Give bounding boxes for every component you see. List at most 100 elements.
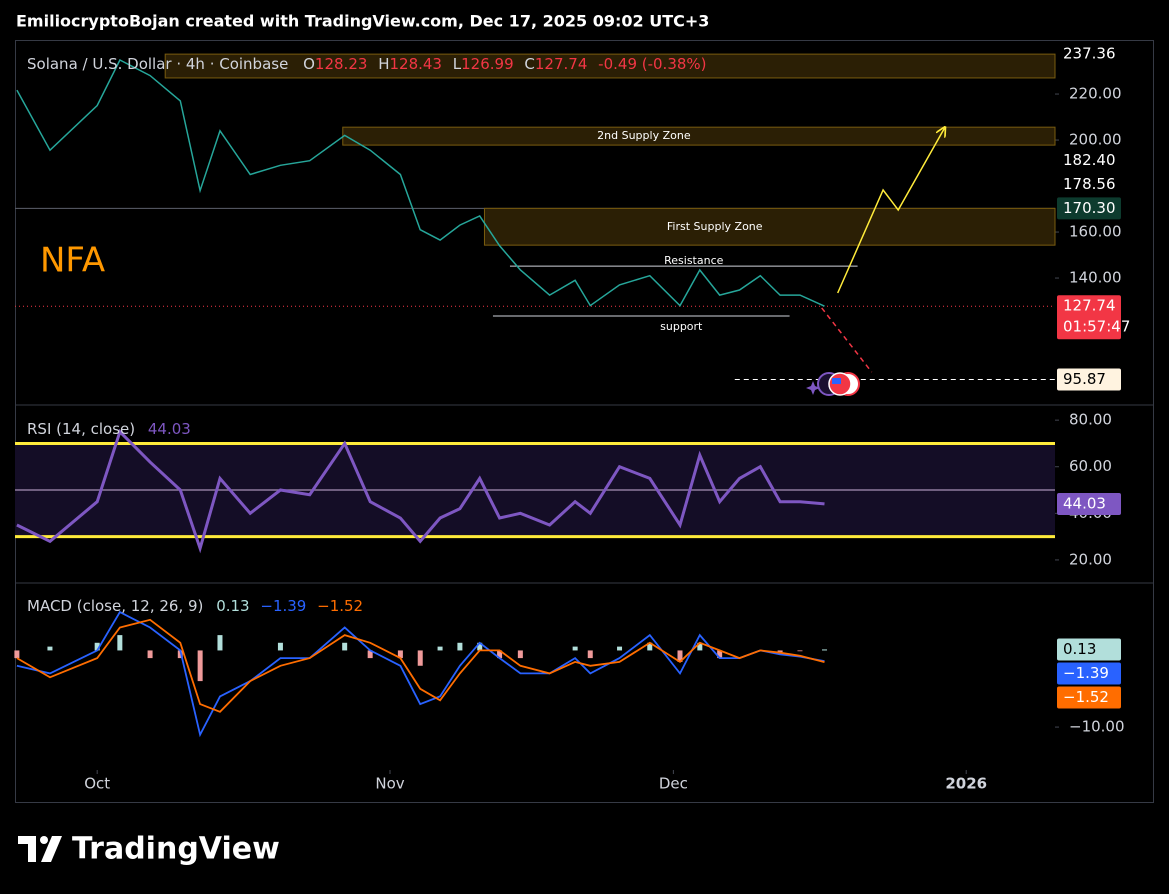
hist-bar bbox=[497, 650, 503, 659]
price-label-sub: 01:57:47 bbox=[1063, 318, 1130, 336]
hist-bar bbox=[217, 635, 223, 651]
macd-last-box bbox=[1057, 686, 1121, 709]
change: -0.49 (-0.38%) bbox=[598, 55, 706, 73]
header: EmiliocryptoBojan created with TradingVi… bbox=[16, 12, 709, 31]
price-label: 95.87 bbox=[1063, 370, 1106, 388]
hist-bar bbox=[477, 642, 483, 651]
hist-bar bbox=[587, 650, 593, 659]
y-tick-label: 80.00 bbox=[1069, 411, 1112, 429]
y-tick-label: 220.00 bbox=[1069, 85, 1122, 103]
annotation: NFA bbox=[40, 241, 105, 281]
hist-bar bbox=[437, 646, 443, 651]
y-tick-label: 20.00 bbox=[1069, 550, 1112, 568]
y-tick-label: 140.00 bbox=[1069, 269, 1122, 287]
event-icon bbox=[806, 372, 860, 396]
x-tick-label: Dec bbox=[659, 775, 688, 793]
y-tick-label: 60.00 bbox=[1069, 457, 1112, 475]
macd-line bbox=[16, 610, 825, 738]
hist-bar bbox=[572, 646, 578, 651]
hist-bar bbox=[647, 642, 653, 651]
price-label-box bbox=[1057, 368, 1121, 391]
hist-bar bbox=[617, 646, 623, 651]
y-tick-label: 160.00 bbox=[1069, 223, 1122, 241]
chart-frame bbox=[15, 40, 1154, 803]
hist-bar bbox=[822, 649, 828, 651]
rsi-value: 44.03 bbox=[148, 420, 191, 438]
macd-last: −1.52 bbox=[1063, 688, 1109, 706]
footer-brand: TradingView bbox=[72, 832, 280, 867]
legend-title: Solana / U.S. Dollar · 4h · Coinbase bbox=[27, 55, 288, 73]
macd-last-box bbox=[1057, 638, 1121, 661]
rsi-legend: RSI (14, close) 44.03 bbox=[27, 420, 191, 438]
y-tick-label: −10.00 bbox=[1069, 718, 1125, 736]
price-label: 127.74 bbox=[1063, 297, 1116, 315]
zone bbox=[164, 53, 1056, 79]
price-label-box bbox=[1057, 295, 1121, 340]
hist-bar bbox=[697, 642, 703, 651]
rsi-last-box bbox=[1057, 492, 1121, 515]
rsi-last: 44.03 bbox=[1063, 494, 1106, 512]
hist-bar bbox=[717, 650, 723, 659]
hist-bar bbox=[797, 650, 803, 652]
hist-bar bbox=[147, 650, 153, 659]
price-label-box bbox=[1057, 197, 1121, 220]
price-label-box bbox=[1057, 149, 1121, 172]
plot-layer: 140.00 160.00 200.00 220.00 2nd Supply Zone F… bbox=[14, 43, 1130, 793]
hist-bar bbox=[117, 635, 123, 651]
ohlc-value: 126.99 bbox=[461, 55, 514, 73]
zone bbox=[342, 126, 1056, 146]
price-line bbox=[16, 58, 825, 307]
hist-value: 0.13 bbox=[216, 597, 249, 615]
logo bbox=[18, 836, 62, 862]
zone-label: 2nd Supply Zone bbox=[597, 129, 691, 142]
legend-title: RSI (14, close) bbox=[27, 420, 135, 438]
macd-last-box bbox=[1057, 662, 1121, 685]
price-label-box bbox=[1057, 43, 1121, 66]
ohlc-key: O bbox=[303, 55, 315, 73]
hist-bar bbox=[94, 642, 100, 651]
ohlc-value: 128.23 bbox=[315, 55, 368, 73]
hist-bar bbox=[517, 650, 523, 659]
hist-bar bbox=[367, 650, 373, 659]
ohlc-key: C bbox=[524, 55, 534, 73]
price-legend: Solana / U.S. Dollar · 4h · Coinbase O12… bbox=[27, 55, 707, 73]
hist-bar bbox=[457, 642, 463, 651]
hist-bar bbox=[417, 650, 423, 666]
hist-bar bbox=[277, 642, 283, 651]
signal-value: −1.52 bbox=[317, 597, 363, 615]
x-tick-label: Nov bbox=[375, 775, 404, 793]
projection bbox=[821, 307, 873, 373]
macd-last: 0.13 bbox=[1063, 640, 1096, 658]
legend-title: MACD (close, 12, 26, 9) bbox=[27, 597, 203, 615]
hist-bar bbox=[47, 646, 53, 651]
zone-label: First Supply Zone bbox=[667, 220, 763, 233]
x-tick-label: Oct bbox=[84, 775, 110, 793]
price-label-box bbox=[1057, 173, 1121, 196]
macd-legend: MACD (close, 12, 26, 9) 0.13 −1.39 −1.52 bbox=[27, 597, 363, 615]
y-tick-label: 200.00 bbox=[1069, 131, 1122, 149]
projection bbox=[837, 128, 945, 294]
macd-last: −1.39 bbox=[1063, 664, 1109, 682]
hist-bar bbox=[397, 650, 403, 659]
price-label: 182.40 bbox=[1063, 151, 1116, 169]
price-label: 170.30 bbox=[1063, 199, 1116, 217]
ohlc-value: 127.74 bbox=[535, 55, 588, 73]
price-label: 237.36 bbox=[1063, 45, 1116, 63]
rsi-line bbox=[16, 429, 825, 554]
price-label: 178.56 bbox=[1063, 175, 1116, 193]
hist-bar bbox=[14, 650, 20, 659]
level-label: support bbox=[660, 320, 703, 333]
ohlc-key: L bbox=[453, 55, 462, 73]
hist-bar bbox=[677, 650, 683, 662]
macd-value: −1.39 bbox=[260, 597, 306, 615]
macd-line bbox=[16, 618, 825, 713]
hist-bar bbox=[777, 650, 783, 652]
x-tick-label: 2026 bbox=[945, 775, 987, 793]
zone bbox=[483, 207, 1056, 246]
level-label: Resistance bbox=[664, 254, 724, 267]
ohlc-key: H bbox=[378, 55, 389, 73]
hist-bar bbox=[197, 650, 203, 682]
ohlc-value: 128.43 bbox=[389, 55, 442, 73]
hist-bar bbox=[342, 642, 348, 651]
